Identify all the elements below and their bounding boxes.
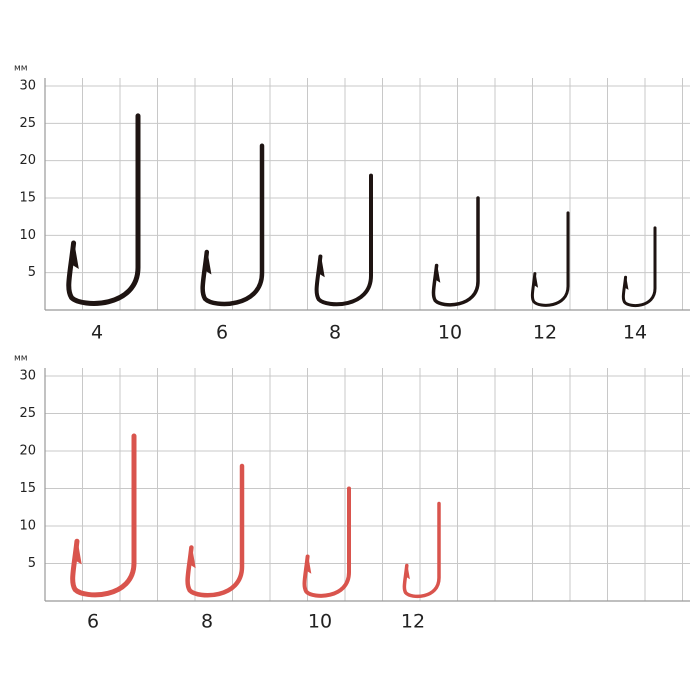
hook-barb xyxy=(405,565,410,580)
unit-label: мм xyxy=(14,354,28,364)
hook-size-label: 4 xyxy=(91,322,103,344)
y-tick-label: 5 xyxy=(28,265,36,280)
hook-size-label: 14 xyxy=(623,322,647,344)
hook-size-label: 8 xyxy=(201,611,213,633)
hook xyxy=(431,196,480,307)
y-tick-label: 30 xyxy=(19,369,36,384)
hook-barb xyxy=(71,242,79,270)
y-tick-label: 25 xyxy=(19,406,36,421)
hook-barb xyxy=(204,251,212,275)
hook xyxy=(302,486,351,598)
hook-size-label: 10 xyxy=(438,322,462,344)
hook-size-label: 12 xyxy=(401,611,425,633)
hook xyxy=(314,173,373,307)
hook-barb xyxy=(533,273,539,288)
hook-barb xyxy=(189,547,196,569)
y-tick-label: 10 xyxy=(19,519,36,534)
hook-size-label: 12 xyxy=(533,322,557,344)
hook-barb xyxy=(624,277,629,290)
hook xyxy=(402,501,441,599)
hook xyxy=(621,226,657,308)
y-tick-label: 5 xyxy=(28,556,36,571)
hook-barb xyxy=(434,265,441,283)
y-tick-label: 25 xyxy=(19,116,36,131)
hook xyxy=(66,113,141,306)
y-tick-label: 20 xyxy=(19,444,36,459)
hook-size-label: 6 xyxy=(216,322,228,344)
y-tick-label: 15 xyxy=(19,481,36,496)
hook-barb xyxy=(318,256,325,278)
hook-barb xyxy=(305,556,312,574)
hook xyxy=(530,211,570,307)
y-tick-label: 30 xyxy=(19,79,36,94)
y-tick-label: 20 xyxy=(19,153,36,168)
hook-size-label: 6 xyxy=(87,611,99,633)
hook xyxy=(200,143,265,307)
hook-size-label: 10 xyxy=(308,611,332,633)
hook-size-label: 8 xyxy=(329,322,341,344)
y-tick-label: 10 xyxy=(19,228,36,243)
hook xyxy=(185,463,245,598)
hook xyxy=(70,433,137,598)
y-tick-label: 15 xyxy=(19,191,36,206)
hook-barb xyxy=(74,541,82,565)
unit-label: мм xyxy=(14,64,28,74)
